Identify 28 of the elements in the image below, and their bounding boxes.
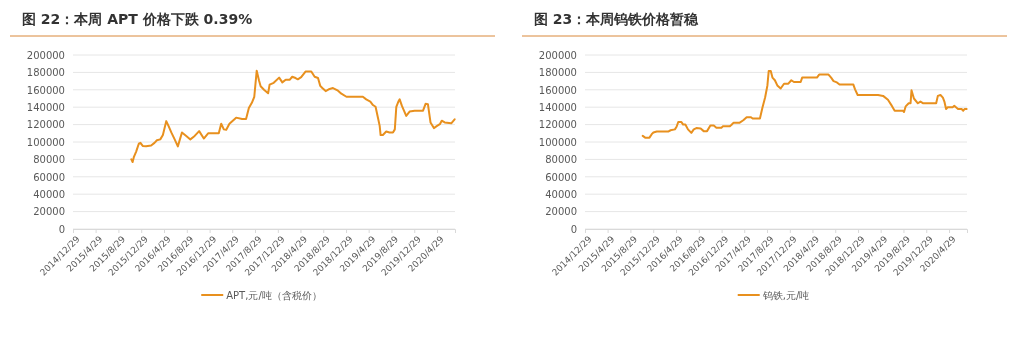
y-tick-label: 180000 [538, 67, 577, 79]
chart-title: 图 23：本周钨铁价格暂稳 [534, 11, 700, 27]
y-tick-label: 140000 [538, 101, 577, 113]
y-tick-label: 120000 [538, 119, 577, 131]
y-tick-label: 100000 [538, 136, 577, 148]
y-tick-label: 80000 [33, 154, 65, 166]
chart-title: 图 22：本周 APT 价格下跌 0.39% [22, 11, 253, 27]
y-tick-label: 60000 [33, 171, 65, 183]
y-tick-label: 40000 [545, 188, 577, 200]
y-tick-label: 20000 [33, 206, 65, 218]
y-tick-label: 40000 [33, 188, 65, 200]
line-series [641, 70, 968, 139]
y-tick-label: 100000 [26, 136, 65, 148]
y-tick-label: 180000 [26, 67, 65, 79]
y-tick-label: 0 [570, 223, 577, 235]
y-tick-label: 60000 [545, 171, 577, 183]
y-tick-label: 160000 [26, 84, 65, 96]
y-tick-label: 80000 [545, 154, 577, 166]
y-tick-label: 20000 [545, 206, 577, 218]
y-tick-label: 0 [58, 223, 65, 235]
y-tick-label: 200000 [26, 49, 65, 61]
line-series [130, 69, 456, 164]
legend-label: 钨铁,元/吨 [761, 290, 810, 301]
y-tick-label: 120000 [26, 119, 65, 131]
legend-label: APT,元/吨（含税价） [226, 290, 322, 301]
y-tick-label: 140000 [26, 101, 65, 113]
y-tick-label: 160000 [538, 84, 577, 96]
y-tick-label: 200000 [538, 49, 577, 61]
